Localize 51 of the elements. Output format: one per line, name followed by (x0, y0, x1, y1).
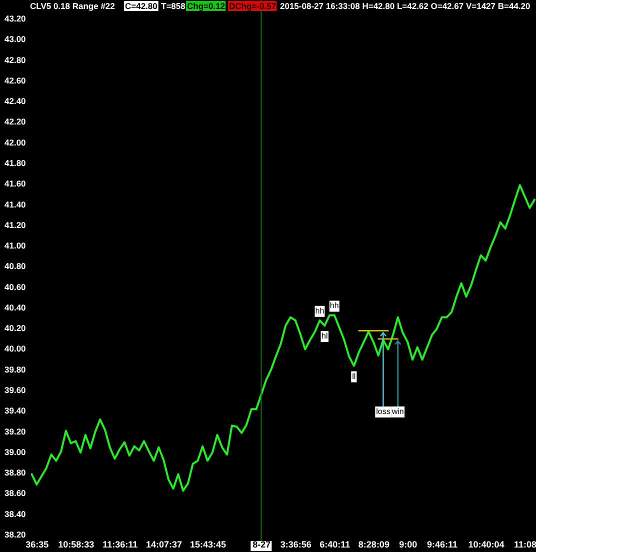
y-tick-label: 39.40 (4, 406, 26, 416)
x-tick-label: 15:43:45 (190, 540, 226, 550)
y-tick-label: 39.80 (4, 364, 26, 374)
y-tick-label: 42.00 (4, 137, 26, 148)
y-tick-label: 38.40 (4, 508, 26, 519)
y-tick-label: 41.00 (4, 240, 26, 251)
data-label: hh (315, 306, 324, 316)
y-tick-label: 38.80 (4, 468, 26, 478)
y-tick-label: 43.00 (4, 34, 26, 44)
y-tick-label: 42.60 (4, 75, 26, 86)
y-tick-label: 40.60 (4, 282, 26, 292)
y-tick-label: 40.20 (4, 323, 26, 334)
text: T=858 (161, 1, 186, 11)
data-label: hl (322, 332, 328, 341)
text: Chg=0.12 (187, 1, 226, 11)
y-tick-label: 40.80 (4, 261, 26, 272)
y-tick-label: 39.60 (4, 385, 26, 396)
x-tick-label: 10:40:04 (468, 540, 504, 550)
data-label: hh (330, 301, 339, 310)
y-tick-label: 39.00 (4, 446, 26, 457)
chart-title: CLV5 0.18 Range #22 (30, 1, 116, 11)
y-tick-label: 38.60 (4, 488, 26, 498)
x-tick-label: 10:58:33 (58, 540, 94, 550)
x-tick-label: 8:28:09 (358, 540, 390, 550)
x-tick-label: 9:46:11 (427, 540, 458, 550)
x-tick-label: 3:36:56 (280, 540, 312, 550)
y-tick-label: 42.20 (4, 116, 26, 127)
data-label: ll (352, 372, 356, 381)
y-tick-label: 42.80 (4, 54, 26, 65)
y-tick-label: 41.40 (4, 199, 26, 210)
y-tick-label: 41.20 (4, 220, 26, 230)
y-tick-label: 43.20 (4, 14, 26, 24)
y-tick-label: 42.40 (4, 96, 26, 106)
y-tick-label: 39.20 (4, 426, 26, 436)
y-tick-label: 41.60 (4, 178, 26, 189)
y-tick-label: 41.80 (4, 158, 26, 168)
x-tick-label: 8-27 (252, 540, 271, 550)
data-label: loss (376, 406, 390, 416)
text: 2015-08-27 16:33:08 H=42.80 L=42.62 O=42.67 V=1427 B=44.20 (280, 1, 531, 11)
data-label: win (390, 406, 404, 416)
text: DChg=-0.57 (229, 1, 276, 11)
y-tick-label: 38.20 (4, 530, 26, 540)
x-tick-label: 9:00 (399, 540, 418, 550)
text: C=42.80 (125, 1, 158, 11)
y-tick-label: 40.00 (4, 344, 26, 354)
y-tick-label: 40.40 (4, 302, 26, 312)
x-tick-label: 14:07:37 (146, 540, 182, 550)
x-tick-label: 11:36:11 (102, 540, 138, 550)
x-tick-label: 11:08 (514, 540, 537, 550)
x-tick-label: 36:35 (26, 540, 49, 550)
x-tick-label: 6:40:11 (320, 540, 350, 550)
